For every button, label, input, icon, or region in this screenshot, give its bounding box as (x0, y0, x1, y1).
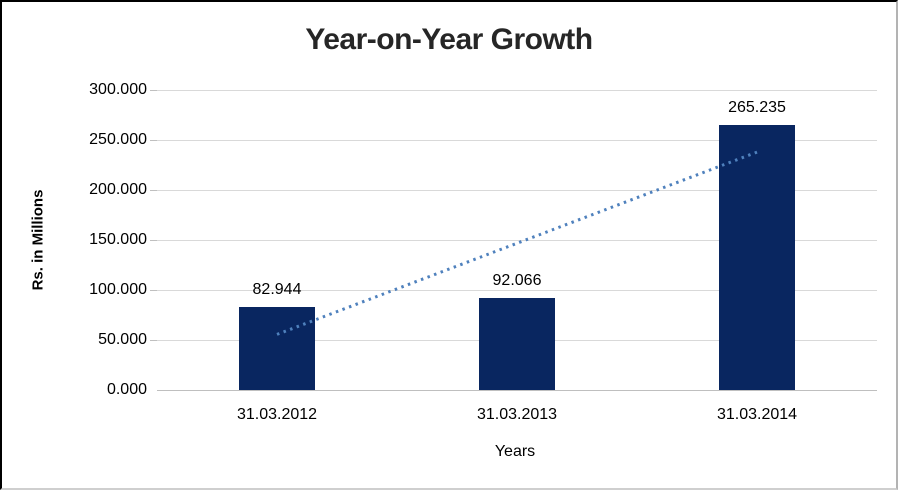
gridline (157, 190, 877, 191)
y-axis-tick (150, 290, 157, 291)
trendline (276, 150, 758, 336)
y-axis-tick (150, 190, 157, 191)
y-axis-tick-label: 100.000 (89, 281, 147, 298)
bar-data-label: 92.066 (492, 271, 542, 289)
y-axis-tick (150, 340, 157, 341)
x-axis-tick-label: 31.03.2014 (716, 406, 798, 423)
bar (719, 124, 795, 390)
y-axis-tick-label: 250.000 (89, 131, 147, 148)
gridline (157, 290, 877, 291)
gridline (157, 90, 877, 91)
y-axis-tick (150, 90, 157, 91)
bar (239, 307, 315, 390)
y-axis-tick-label: 300.000 (89, 81, 147, 98)
y-axis-tick-label: 0.000 (106, 381, 147, 398)
x-axis-tick-label: 31.03.2012 (236, 406, 318, 423)
y-axis-tick-label: 150.000 (89, 231, 147, 248)
y-axis-tick-label: 50.000 (98, 331, 147, 348)
gridline (157, 240, 877, 241)
plot-area (150, 90, 877, 391)
bar-data-label: 82.944 (252, 281, 302, 299)
x-axis-title: Years (494, 443, 536, 460)
bar-data-label: 265.235 (728, 98, 786, 116)
gridline (157, 140, 877, 141)
x-axis-tick-label: 31.03.2013 (476, 406, 558, 423)
y-axis-tick-label: 200.000 (89, 181, 147, 198)
y-axis-tick (150, 140, 157, 141)
y-axis-tick (150, 240, 157, 241)
bar (479, 297, 555, 390)
chart-title: Year-on-Year Growth (305, 23, 593, 56)
